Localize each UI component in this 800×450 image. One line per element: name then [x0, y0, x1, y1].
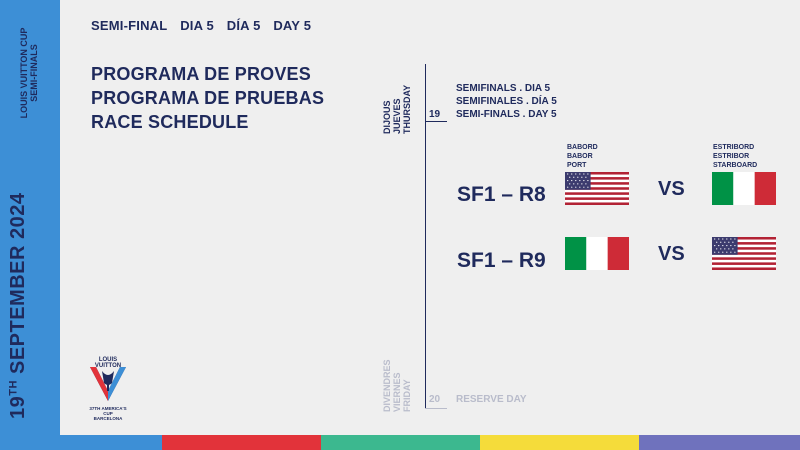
port-label-ca: BABORD — [567, 144, 598, 151]
title-catalan: PROGRAMA DE PROVES — [91, 64, 311, 84]
logo-bottom-text: 37TH AMERICA'S CUP BARCELONA — [85, 406, 131, 421]
americas-cup-logo: LOUIS VUITTON 37TH AMERICA'S CUP BARCELO… — [85, 357, 131, 421]
race-r8-label: SF1 – R8 — [457, 183, 546, 206]
starboard-label-ca: ESTRIBORD — [713, 144, 755, 151]
bar-segment-purple — [639, 435, 800, 450]
starboard-label-en: STARBOARD — [713, 162, 758, 169]
date-day: 19 — [7, 395, 29, 419]
port-label: BABORD BABOR PORT — [567, 143, 598, 170]
main-panel: SEMI-FINAL DIA 5 DÍA 5 DAY 5 PROGRAMA DE… — [60, 0, 800, 435]
date-rest: SEPTEMBER 2024 — [7, 192, 29, 375]
logo-top-text: LOUIS VUITTON — [94, 357, 122, 369]
day2-names: DIVENDRES VIERNES FRIDAY — [382, 344, 414, 412]
day1-title-en: SEMI-FINALS . DAY 5 — [456, 109, 557, 120]
starboard-label: ESTRIBORD ESTRIBOR STARBOARD — [713, 143, 757, 170]
brand-line-1: LOUIS VUITTON CUP — [19, 27, 29, 119]
day1-title: SEMIFINALS . DIA 5 SEMIFINALES . DÍA 5 S… — [456, 82, 557, 121]
brand-line-2: SEMI-FINALS — [29, 44, 39, 102]
logo-bottom-line-1: 37TH AMERICA'S CUP — [89, 406, 127, 416]
italy-flag — [712, 172, 776, 205]
header-semi-final: SEMI-FINAL — [91, 18, 168, 33]
day2-number: 20 — [429, 394, 441, 405]
sidebar-date: 19TH SEPTEMBER 2024 — [7, 183, 33, 420]
bottom-color-bar — [0, 435, 800, 450]
header-dia-ca: DIA 5 — [180, 18, 214, 33]
title-spanish: PROGRAMA DE PRUEBAS — [91, 88, 325, 108]
logo-bottom-line-2: BARCELONA — [93, 416, 123, 421]
port-label-en: PORT — [567, 162, 587, 169]
timeline-tick-19 — [425, 121, 447, 122]
port-label-es: BABOR — [567, 153, 593, 160]
day1-name-ca: DIJOUS — [382, 100, 392, 134]
day2-name-en: FRIDAY — [402, 379, 412, 412]
race-r8-vs: VS — [658, 178, 685, 200]
race-r9-vs: VS — [658, 243, 685, 265]
header-day-en: DAY 5 — [273, 18, 312, 33]
starboard-label-es: ESTRIBOR — [713, 153, 750, 160]
cup-emblem-icon — [90, 367, 126, 401]
day1-title-ca: SEMIFINALS . DIA 5 — [456, 83, 551, 94]
bar-segment-yellow — [480, 435, 639, 450]
race-r9-label: SF1 – R9 — [457, 249, 546, 272]
bar-segment-red — [162, 435, 321, 450]
header-line: SEMI-FINAL DIA 5 DÍA 5 DAY 5 — [91, 18, 320, 33]
timeline-line — [425, 64, 426, 408]
reserve-day-label: RESERVE DAY — [456, 394, 527, 405]
day1-name-en: THURSDAY — [402, 84, 412, 134]
usa-flag — [565, 172, 629, 205]
page-title: PROGRAMA DE PROVES PROGRAMA DE PRUEBAS R… — [91, 62, 324, 134]
title-english: RACE SCHEDULE — [91, 112, 249, 132]
day1-number: 19 — [429, 109, 441, 120]
timeline-tick-20 — [425, 408, 447, 409]
day2-name-es: VIERNES — [392, 372, 402, 412]
bar-segment-blue — [0, 435, 162, 450]
brand-title: LOUIS VUITTON CUP SEMI-FINALS — [19, 23, 41, 123]
italy-flag — [565, 237, 629, 270]
date-suffix: TH — [7, 380, 20, 396]
bar-segment-green — [321, 435, 480, 450]
day1-names: DIJOUS JUEVES THURSDAY — [382, 72, 414, 134]
usa-flag — [712, 237, 776, 270]
day2-name-ca: DIVENDRES — [382, 359, 392, 412]
day1-title-es: SEMIFINALES . DÍA 5 — [456, 96, 557, 107]
header-dia-es: DÍA 5 — [226, 18, 261, 33]
sidebar — [0, 0, 60, 435]
day1-name-es: JUEVES — [392, 98, 402, 134]
